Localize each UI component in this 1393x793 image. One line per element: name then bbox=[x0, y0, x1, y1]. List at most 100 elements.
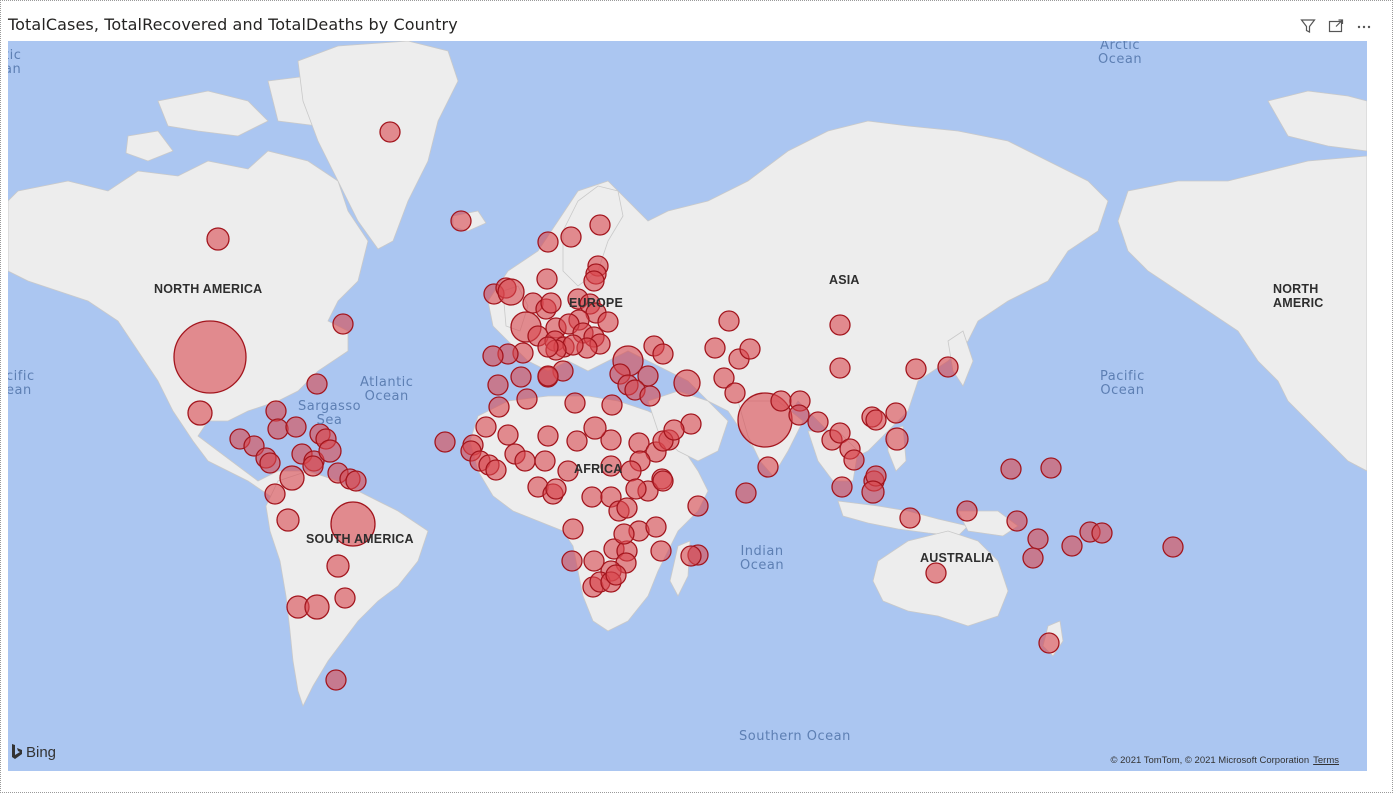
country-bubble[interactable] bbox=[770, 390, 792, 412]
country-bubble[interactable] bbox=[537, 336, 559, 358]
country-bubble[interactable] bbox=[485, 459, 507, 481]
country-bubble[interactable] bbox=[560, 226, 582, 248]
country-bubble[interactable] bbox=[562, 518, 584, 540]
country-bubble[interactable] bbox=[673, 369, 701, 397]
country-bubble[interactable] bbox=[583, 550, 605, 572]
country-bubble[interactable] bbox=[536, 268, 558, 290]
country-bubble[interactable] bbox=[600, 455, 622, 477]
country-bubble[interactable] bbox=[259, 452, 281, 474]
country-bubble[interactable] bbox=[1091, 522, 1113, 544]
country-bubble[interactable] bbox=[956, 500, 978, 522]
country-bubble[interactable] bbox=[304, 594, 330, 620]
country-bubble[interactable] bbox=[276, 508, 300, 532]
country-bubble[interactable] bbox=[557, 460, 579, 482]
map-canvas[interactable]: Arctic Ocean tic an Atlantic Ocean Sarga… bbox=[8, 41, 1367, 771]
country-bubble[interactable] bbox=[865, 409, 887, 431]
country-bubble[interactable] bbox=[334, 587, 356, 609]
country-bubble[interactable] bbox=[330, 501, 376, 547]
country-bubble[interactable] bbox=[639, 385, 661, 407]
more-options-icon[interactable] bbox=[1355, 17, 1373, 35]
country-bubble[interactable] bbox=[302, 455, 324, 477]
country-bubble[interactable] bbox=[597, 311, 619, 333]
country-bubble[interactable] bbox=[265, 400, 287, 422]
country-bubble[interactable] bbox=[497, 424, 519, 446]
country-bubble[interactable] bbox=[885, 427, 909, 451]
country-bubble[interactable] bbox=[807, 411, 829, 433]
country-bubble[interactable] bbox=[739, 338, 761, 360]
country-bubble[interactable] bbox=[206, 227, 230, 251]
country-bubble[interactable] bbox=[534, 450, 556, 472]
country-bubble[interactable] bbox=[788, 404, 810, 426]
country-bubble[interactable] bbox=[905, 358, 927, 380]
country-bubble[interactable] bbox=[306, 373, 328, 395]
country-bubble[interactable] bbox=[718, 310, 740, 332]
country-bubble[interactable] bbox=[482, 345, 504, 367]
country-bubble[interactable] bbox=[540, 292, 562, 314]
country-bubble[interactable] bbox=[829, 314, 851, 336]
country-bubble[interactable] bbox=[1022, 547, 1044, 569]
country-bubble[interactable] bbox=[566, 430, 588, 452]
country-bubble[interactable] bbox=[650, 540, 672, 562]
country-bubble[interactable] bbox=[937, 356, 959, 378]
country-bubble[interactable] bbox=[735, 482, 757, 504]
country-bubble[interactable] bbox=[475, 416, 497, 438]
country-bubble[interactable] bbox=[1027, 528, 1049, 550]
country-bubble[interactable] bbox=[687, 495, 709, 517]
country-bubble[interactable] bbox=[583, 416, 607, 440]
country-bubble[interactable] bbox=[1038, 632, 1060, 654]
country-bubble[interactable] bbox=[861, 480, 885, 504]
country-bubble[interactable] bbox=[332, 313, 354, 335]
country-bubble[interactable] bbox=[537, 231, 559, 253]
country-bubble[interactable] bbox=[831, 476, 853, 498]
country-bubble[interactable] bbox=[885, 402, 907, 424]
focus-mode-icon[interactable] bbox=[1327, 17, 1345, 35]
country-bubble[interactable] bbox=[652, 343, 674, 365]
country-bubble[interactable] bbox=[434, 431, 456, 453]
country-bubble[interactable] bbox=[601, 394, 623, 416]
country-bubble[interactable] bbox=[1000, 458, 1022, 480]
country-bubble[interactable] bbox=[757, 456, 779, 478]
country-bubble[interactable] bbox=[581, 486, 603, 508]
country-bubble[interactable] bbox=[713, 367, 735, 389]
country-bubble[interactable] bbox=[267, 418, 289, 440]
terms-link[interactable]: Terms bbox=[1313, 755, 1339, 766]
country-bubble[interactable] bbox=[173, 320, 247, 394]
country-bubble[interactable] bbox=[326, 554, 350, 578]
country-bubble[interactable] bbox=[279, 465, 305, 491]
country-bubble[interactable] bbox=[488, 396, 510, 418]
country-bubble[interactable] bbox=[537, 365, 559, 387]
country-bubble[interactable] bbox=[264, 483, 286, 505]
country-bubble[interactable] bbox=[925, 562, 947, 584]
country-bubble[interactable] bbox=[652, 470, 674, 492]
country-bubble[interactable] bbox=[613, 523, 635, 545]
country-bubble[interactable] bbox=[616, 497, 638, 519]
country-bubble[interactable] bbox=[497, 278, 525, 306]
country-bubble[interactable] bbox=[345, 470, 367, 492]
country-bubble[interactable] bbox=[325, 669, 347, 691]
country-bubble[interactable] bbox=[704, 337, 726, 359]
country-bubble[interactable] bbox=[561, 550, 583, 572]
country-bubble[interactable] bbox=[589, 214, 611, 236]
country-bubble[interactable] bbox=[487, 374, 509, 396]
country-bubble[interactable] bbox=[645, 516, 667, 538]
country-bubble[interactable] bbox=[1040, 457, 1062, 479]
country-bubble[interactable] bbox=[1162, 536, 1184, 558]
country-bubble[interactable] bbox=[680, 545, 702, 567]
country-bubble[interactable] bbox=[516, 388, 538, 410]
country-bubble[interactable] bbox=[605, 564, 627, 586]
country-bubble[interactable] bbox=[625, 478, 647, 500]
country-bubble[interactable] bbox=[537, 425, 559, 447]
country-bubble[interactable] bbox=[379, 121, 401, 143]
country-bubble[interactable] bbox=[285, 416, 307, 438]
country-bubble[interactable] bbox=[564, 392, 586, 414]
country-bubble[interactable] bbox=[600, 429, 622, 451]
country-bubble[interactable] bbox=[583, 270, 605, 292]
country-bubble[interactable] bbox=[620, 460, 642, 482]
country-bubble[interactable] bbox=[829, 422, 851, 444]
country-bubble[interactable] bbox=[663, 419, 685, 441]
country-bubble[interactable] bbox=[450, 210, 472, 232]
country-bubble[interactable] bbox=[843, 449, 865, 471]
country-bubble[interactable] bbox=[1006, 510, 1028, 532]
country-bubble[interactable] bbox=[318, 439, 342, 463]
country-bubble[interactable] bbox=[829, 357, 851, 379]
